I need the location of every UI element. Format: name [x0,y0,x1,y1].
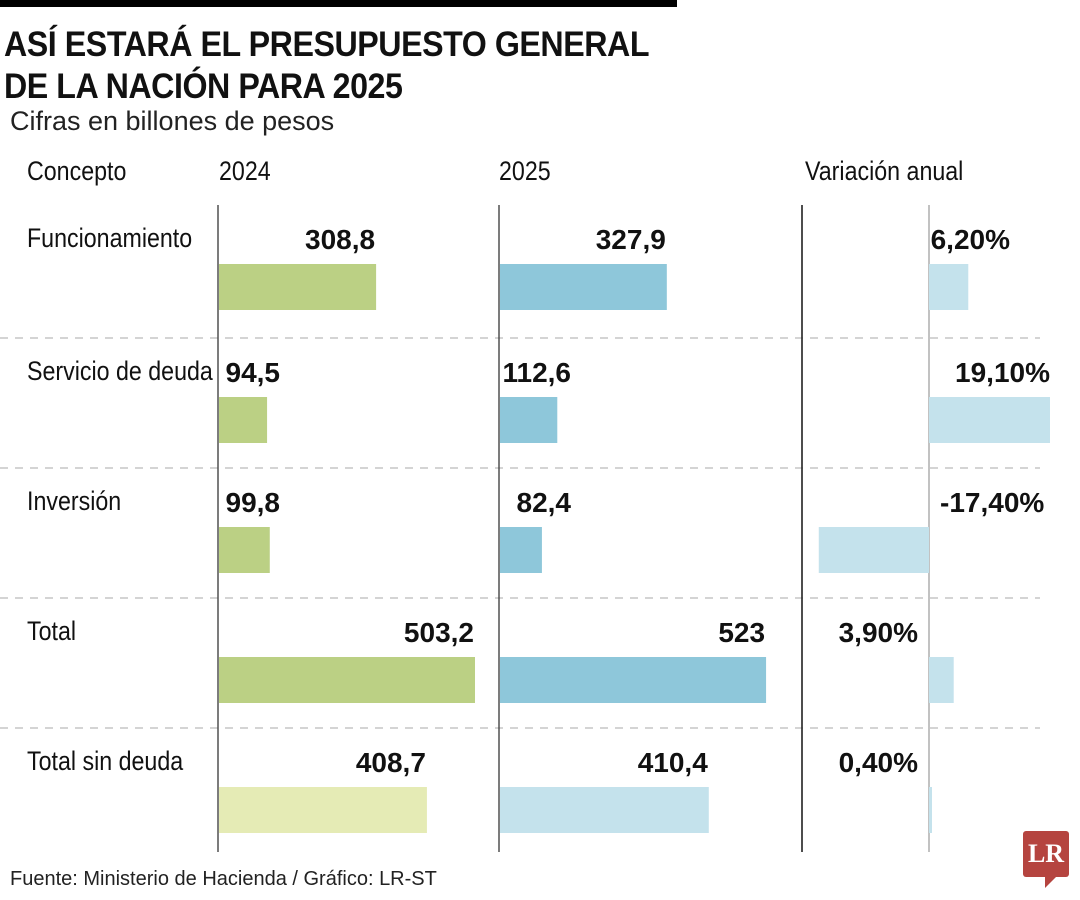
value-label-2024: 408,7 [356,747,426,778]
bar-2025 [500,264,667,310]
value-label-2024: 503,2 [404,617,474,648]
value-label-2024: 308,8 [305,224,375,255]
source-footer: Fuente: Ministerio de Hacienda / Gráfico… [10,868,437,890]
bar-2024 [219,264,377,310]
header-2025: 2025 [499,156,551,186]
bar-2024 [219,527,270,573]
value-label-2025: 82,4 [517,487,572,518]
value-label-2025: 410,4 [638,747,708,778]
chart-subtitle: Cifras en billones de pesos [10,106,335,136]
bar-2024 [219,657,475,703]
value-label-2024: 99,8 [226,487,281,518]
bar-2025 [500,787,709,833]
bar-2024 [219,787,427,833]
bar-variacion [929,787,932,833]
title-line-1: ASÍ ESTARÁ EL PRESUPUESTO GENERAL [4,25,650,64]
bar-2025 [500,657,767,703]
bar-variacion [929,657,954,703]
value-label-variacion: 6,20% [931,224,1010,255]
category-label: Servicio de deuda [27,356,213,386]
bar-variacion [929,397,1050,443]
category-label: Inversión [27,486,121,516]
value-label-2024: 94,5 [226,357,281,388]
value-label-2025: 523 [718,617,765,648]
value-label-variacion: 0,40% [839,747,918,778]
title-line-2: DE LA NACIÓN PARA 2025 [4,67,403,106]
category-label: Funcionamiento [27,223,192,253]
top-rule [0,0,677,7]
value-label-variacion: 19,10% [955,357,1050,388]
value-label-variacion: -17,40% [940,487,1044,518]
bar-2024 [219,397,268,443]
bar-variacion [818,527,929,573]
header-concepto: Concepto [27,156,127,186]
header-variacion: Variación anual [805,156,964,186]
lr-logo: LR [1023,831,1069,877]
value-label-variacion: 3,90% [839,617,918,648]
bar-variacion [929,264,969,310]
category-label: Total sin deuda [27,746,183,776]
value-label-2025: 327,9 [596,224,666,255]
bar-2025 [500,527,542,573]
lr-logo-tail [1045,876,1057,888]
value-label-2025: 112,6 [502,357,571,388]
header-2024: 2024 [219,156,271,186]
category-label: Total [27,616,76,646]
bar-2025 [500,397,558,443]
chart-title: ASÍ ESTARÁ EL PRESUPUESTO GENERAL DE LA … [4,24,649,108]
